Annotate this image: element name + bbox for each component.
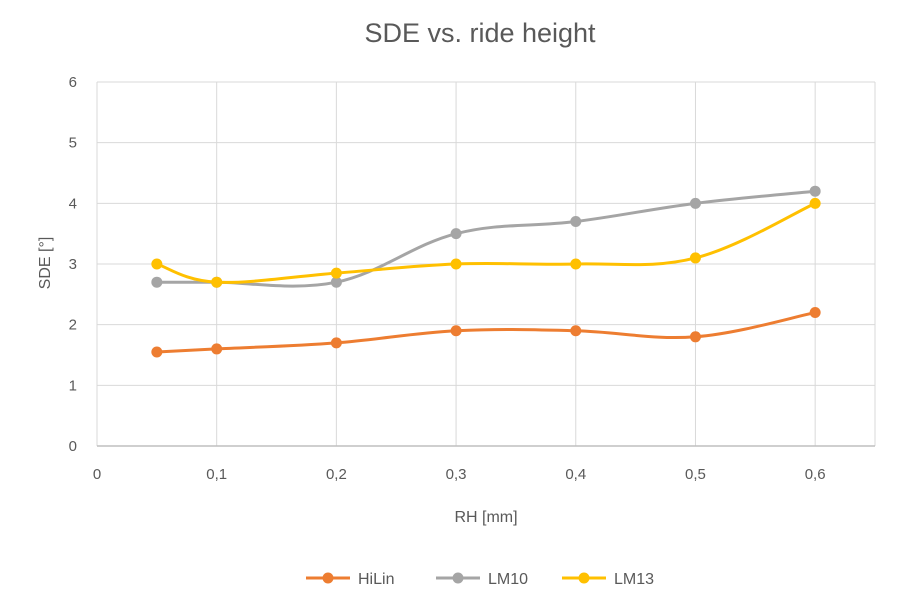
data-point-lm13 [211,276,223,288]
legend-label-lm13: LM13 [614,571,654,588]
series-hilin [151,307,821,358]
data-point-lm13 [689,252,701,264]
data-point-lm10 [809,185,821,197]
data-point-lm13 [570,258,582,270]
y-tick-labels: 0 1 2 3 4 5 6 [69,74,77,455]
y-tick-label: 3 [69,256,77,273]
x-tick-label: 0,5 [685,466,706,483]
data-point-hilin [809,307,821,319]
x-axis-label: RH [mm] [454,509,517,526]
legend-marker-lm10 [452,572,464,584]
series-lm10 [151,185,821,288]
grid-lines [96,81,876,446]
data-point-lm10 [570,216,582,228]
data-point-lm10 [151,276,163,288]
x-tick-label: 0,6 [805,466,826,483]
legend-label-hilin: HiLin [358,571,394,588]
data-point-lm13 [330,267,342,279]
series-line-hilin [155,311,817,354]
legend-item-hilin: HiLin [306,571,394,588]
legend-label-lm10: LM10 [488,571,528,588]
x-tick-label: 0 [93,466,101,483]
y-tick-label: 6 [69,74,77,91]
y-axis-label: SDE [°] [37,237,54,290]
data-point-hilin [330,337,342,349]
y-tick-label: 0 [69,438,77,455]
data-point-lm10 [330,276,342,288]
legend-marker-lm13 [578,572,590,584]
legend-item-lm13: LM13 [562,571,654,588]
legend-item-lm10: LM10 [436,571,528,588]
y-tick-label: 1 [69,377,77,394]
x-tick-label: 0,2 [326,466,347,483]
data-point-hilin [689,331,701,343]
x-tick-labels: 0 0,1 0,2 0,3 0,4 0,5 0,6 [93,466,826,483]
data-point-lm13 [809,197,821,209]
data-point-lm13 [151,258,163,270]
legend-marker-hilin [322,572,334,584]
series-layer [151,185,821,358]
x-tick-label: 0,4 [565,466,586,483]
data-point-hilin [151,346,163,358]
y-tick-label: 2 [69,317,77,334]
x-tick-label: 0,1 [206,466,227,483]
data-point-hilin [211,343,223,355]
y-tick-label: 5 [69,135,77,152]
series-line-lm13 [155,201,817,284]
data-point-hilin [450,325,462,337]
series-line-lm10 [155,189,817,288]
data-point-lm13 [450,258,462,270]
data-point-lm10 [450,228,462,240]
x-tick-label: 0,3 [446,466,467,483]
data-point-hilin [570,325,582,337]
chart-title: SDE vs. ride height [364,18,596,48]
legend: HiLin LM10 LM13 [306,571,654,588]
data-point-lm10 [689,197,701,209]
y-tick-label: 4 [69,195,77,212]
series-lm13 [151,197,821,288]
